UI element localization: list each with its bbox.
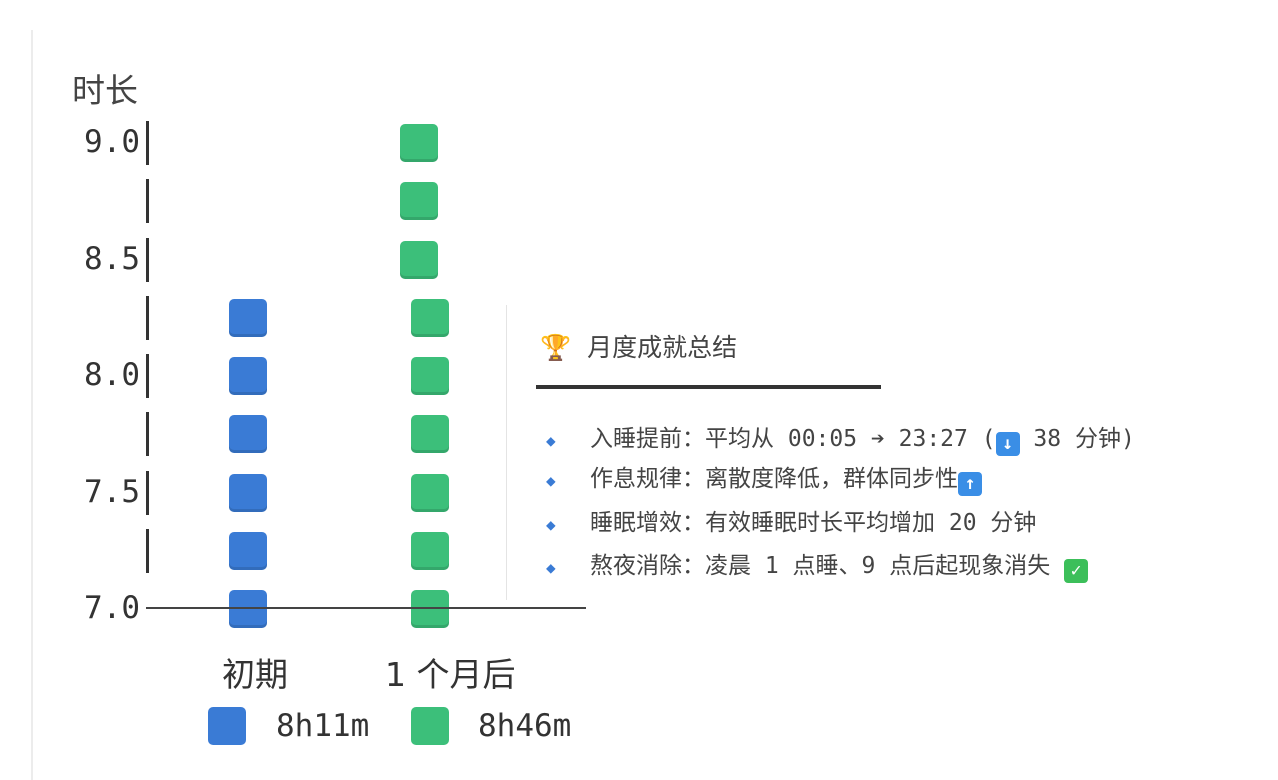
trophy-icon: 🏆 [540, 333, 572, 362]
y-axis-segment [146, 528, 149, 573]
bar-square [400, 124, 438, 162]
category-label: 初期 [222, 655, 288, 694]
y-tick-label: 9.0 [84, 124, 140, 160]
bar-square [411, 415, 449, 454]
legend-value: 8h46m [478, 708, 572, 744]
category-label: 1 个月后 [385, 655, 516, 694]
bar-square [411, 298, 449, 337]
bar-square [411, 473, 449, 512]
bar-square [229, 415, 267, 454]
y-axis-label: 时长 [72, 71, 138, 110]
y-axis-segment [146, 354, 149, 398]
summary-item: ◆ 熬夜消除：凌晨 1 点睡、9 点后起现象消失 ✓ [546, 546, 1089, 583]
y-tick-label: 7.0 [84, 590, 140, 626]
summary-item: ◆ 作息规律：离散度降低，群体同步性 ↑ [546, 459, 982, 496]
diamond-icon: ◆ [546, 431, 556, 450]
legend-swatch-green [411, 707, 449, 745]
panel-border [31, 30, 33, 780]
y-axis-segment [146, 121, 149, 165]
bar-square [411, 531, 449, 570]
y-tick-label: 8.0 [84, 357, 140, 393]
y-axis-segment [146, 295, 149, 340]
check-icon: ✓ [1064, 559, 1089, 583]
x-axis-line [146, 607, 586, 609]
divider [506, 305, 507, 600]
summary-item: ◆ 睡眠增效：有效睡眠时长平均增加 20 分钟 [546, 510, 1037, 536]
summary-title: 🏆 月度成就总结 [540, 333, 738, 362]
diamond-icon: ◆ [546, 471, 556, 490]
bar-square [229, 473, 267, 512]
up-arrow-icon: ↑ [958, 472, 982, 496]
bar-square [411, 357, 449, 395]
bar-square [229, 531, 267, 570]
bar-square [229, 357, 267, 395]
y-tick-label: 7.5 [84, 473, 140, 510]
bar-square [400, 240, 438, 279]
legend-value: 8h11m [276, 708, 370, 744]
bar-square [229, 298, 267, 337]
y-axis-segment [146, 237, 149, 282]
summary-item: ◆ 入睡提前：平均从 00:05 ➔ 23:27 (↓ 38 分钟) [546, 426, 1135, 456]
summary-rule [536, 385, 881, 389]
legend-swatch-blue [208, 707, 246, 745]
diamond-icon: ◆ [546, 515, 556, 534]
y-axis-segment [146, 179, 149, 224]
diamond-icon: ◆ [546, 558, 556, 577]
y-tick-label: 8.5 [84, 240, 140, 277]
bar-square [411, 590, 449, 628]
y-axis-segment [146, 412, 149, 457]
down-arrow-icon: ↓ [995, 432, 1020, 456]
bar-square [400, 182, 438, 221]
y-axis-segment [146, 470, 149, 515]
bar-square [229, 590, 267, 628]
